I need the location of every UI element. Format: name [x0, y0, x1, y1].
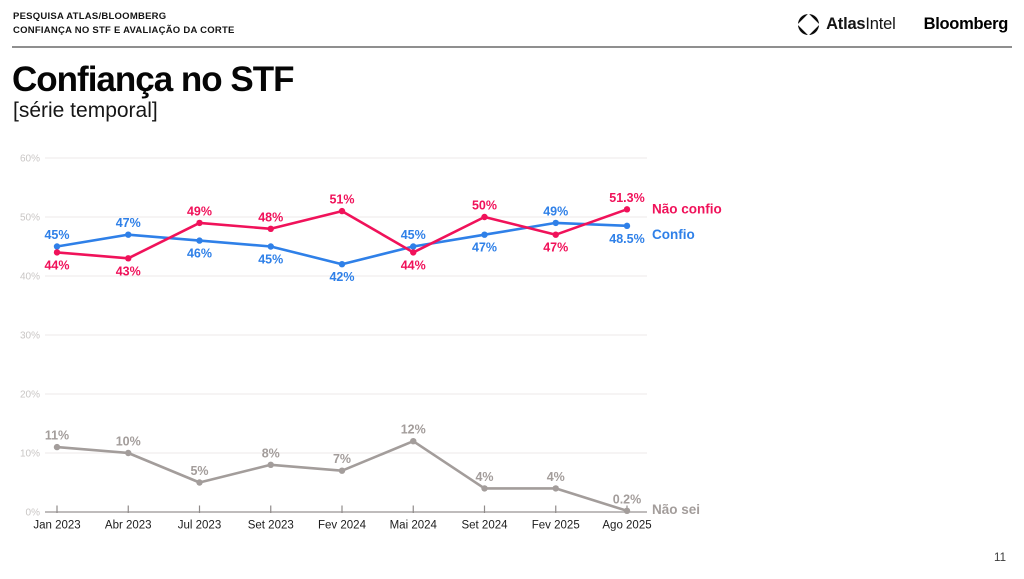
atlasintel-wordmark-bold: Atlas [826, 15, 866, 33]
data-point-nao-confio-abr-2023 [125, 255, 132, 262]
data-point-nao-confio-fev-2024 [338, 207, 346, 215]
data-label-nao-confio-jul-2023: 49% [187, 204, 212, 218]
data-point-confio-ago-2025 [623, 222, 631, 230]
atlasintel-icon [797, 13, 820, 36]
legend-label-confio: Confio [652, 227, 695, 242]
brand-logos: AtlasIntel Bloomberg [797, 13, 1008, 36]
x-tick-label-jul-2023: Jul 2023 [178, 520, 221, 532]
bloomberg-logo: Bloomberg [923, 15, 1009, 33]
data-point-confio-set-2024 [481, 231, 488, 238]
data-label-confio-jan-2023: 45% [44, 228, 69, 242]
data-point-confio-abr-2023 [125, 231, 132, 238]
data-label-nao-confio-abr-2023: 43% [116, 264, 141, 278]
y-tick-label-30%: 30% [20, 331, 40, 342]
data-label-confio-fev-2024: 42% [329, 270, 354, 284]
legend-label-nao-confio: Não confio [652, 201, 722, 216]
data-label-nao-confio-jan-2023: 44% [44, 258, 69, 272]
data-point-nao-sei-set-2023 [267, 461, 274, 468]
x-tick-label-abr-2023: Abr 2023 [105, 520, 152, 532]
data-label-nao-sei-jul-2023: 5% [190, 464, 208, 478]
page-subtitle: [série temporal] [13, 99, 158, 122]
data-label-nao-confio-set-2023: 48% [258, 210, 283, 224]
x-tick-label-mai-2024: Mai 2024 [390, 520, 438, 532]
data-label-nao-sei-ago-2025: 0.2% [613, 492, 642, 506]
data-point-nao-sei-ago-2025 [623, 507, 631, 515]
data-label-confio-mai-2024: 45% [401, 228, 426, 242]
atlasintel-wordmark-light: Intel [865, 15, 896, 33]
data-point-nao-confio-set-2024 [481, 213, 488, 221]
x-tick-label-fev-2024: Fev 2024 [318, 520, 367, 532]
data-label-nao-sei-abr-2023: 10% [116, 435, 141, 449]
data-point-nao-confio-jan-2023 [53, 249, 61, 256]
y-tick-label-60%: 60% [20, 154, 40, 165]
data-point-nao-confio-fev-2025 [552, 231, 559, 238]
x-tick-label-jan-2023: Jan 2023 [33, 520, 80, 532]
data-label-confio-set-2024: 47% [472, 241, 497, 255]
data-label-confio-fev-2025: 49% [543, 204, 568, 218]
y-tick-label-50%: 50% [20, 213, 40, 224]
data-label-nao-confio-fev-2025: 47% [543, 241, 568, 255]
data-label-confio-abr-2023: 47% [116, 216, 141, 230]
y-tick-label-40%: 40% [20, 272, 40, 283]
data-point-nao-sei-abr-2023 [125, 449, 132, 457]
data-label-nao-sei-fev-2024: 7% [333, 452, 351, 466]
data-label-nao-confio-ago-2025: 51.3% [609, 191, 644, 205]
kicker-line-2: CONFIANÇA NO STF E AVALIAÇÃO DA CORTE [13, 25, 235, 36]
legend-label-nao-sei: Não sei [652, 502, 700, 517]
page-number: 11 [994, 552, 1006, 564]
data-label-nao-sei-fev-2025: 4% [547, 470, 565, 484]
data-point-nao-confio-ago-2025 [623, 206, 631, 213]
y-tick-label-20%: 20% [20, 390, 40, 401]
data-point-confio-mai-2024 [410, 243, 417, 250]
data-point-confio-set-2023 [267, 243, 274, 250]
data-point-nao-sei-jul-2023 [196, 479, 203, 486]
y-tick-label-10%: 10% [20, 449, 40, 460]
data-label-nao-confio-set-2024: 50% [472, 199, 497, 213]
data-point-confio-jan-2023 [53, 243, 61, 250]
data-label-nao-sei-set-2024: 4% [475, 470, 493, 484]
data-point-nao-sei-mai-2024 [410, 438, 417, 445]
data-label-nao-confio-fev-2024: 51% [329, 193, 354, 207]
data-point-confio-fev-2024 [338, 261, 346, 268]
data-point-nao-confio-jul-2023 [196, 219, 203, 227]
x-tick-label-set-2024: Set 2024 [461, 520, 508, 532]
x-tick-label-ago-2025: Ago 2025 [602, 520, 651, 532]
atlasintel-wordmark: AtlasIntel [826, 15, 896, 34]
y-tick-label-0%: 0% [26, 508, 41, 519]
data-label-nao-sei-set-2023: 8% [262, 446, 280, 460]
data-point-nao-confio-set-2023 [267, 225, 274, 232]
data-point-nao-confio-mai-2024 [410, 249, 417, 256]
data-point-nao-sei-jan-2023 [53, 443, 61, 451]
data-label-nao-sei-jan-2023: 11% [45, 429, 69, 443]
series-line-confio [55, 221, 629, 266]
data-label-confio-jul-2023: 46% [187, 247, 212, 261]
header-divider [12, 46, 1012, 48]
data-label-nao-sei-mai-2024: 12% [401, 423, 426, 437]
kicker-line-1: PESQUISA ATLAS/BLOOMBERG [13, 11, 167, 22]
data-label-confio-ago-2025: 48.5% [609, 232, 644, 246]
atlasintel-logo: AtlasIntel [797, 13, 896, 36]
x-tick-label-fev-2025: Fev 2025 [532, 520, 580, 532]
data-point-nao-sei-fev-2025 [552, 485, 559, 492]
data-point-nao-sei-fev-2024 [338, 467, 346, 474]
data-label-confio-set-2023: 45% [258, 253, 283, 267]
page-title: Confiança no STF [12, 60, 294, 99]
data-point-confio-fev-2025 [552, 219, 559, 227]
report-kicker: PESQUISA ATLAS/BLOOMBERG CONFIANÇA NO ST… [13, 10, 235, 38]
data-point-nao-sei-set-2024 [481, 485, 488, 492]
data-point-confio-jul-2023 [196, 237, 203, 244]
x-tick-label-set-2023: Set 2023 [248, 520, 294, 532]
data-label-nao-confio-mai-2024: 44% [401, 258, 426, 272]
